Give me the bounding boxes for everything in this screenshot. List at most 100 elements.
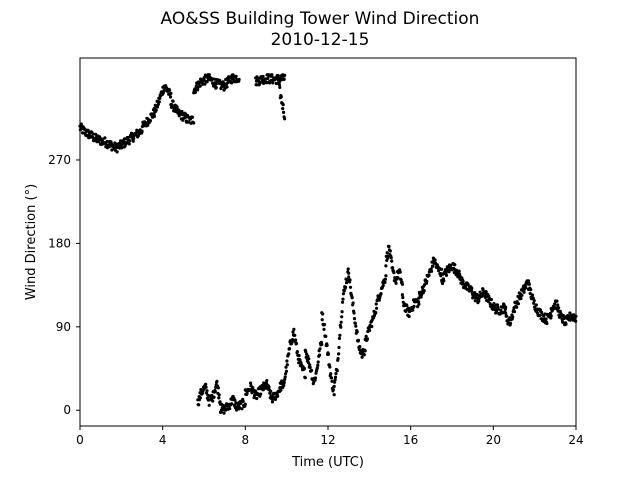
data-point xyxy=(383,277,387,281)
data-point xyxy=(212,395,216,399)
data-point xyxy=(470,286,474,290)
data-point xyxy=(283,117,287,121)
data-point xyxy=(337,345,341,350)
data-point xyxy=(196,88,200,92)
data-point xyxy=(91,132,95,136)
data-point xyxy=(534,303,538,307)
data-point xyxy=(91,135,95,139)
data-point xyxy=(306,354,310,358)
data-point xyxy=(532,299,536,303)
y-tick-label: 90 xyxy=(56,320,71,334)
data-point xyxy=(505,314,509,318)
data-point xyxy=(561,320,565,324)
data-point xyxy=(401,295,405,300)
data-point xyxy=(544,317,548,321)
data-point xyxy=(282,383,286,387)
data-point xyxy=(337,336,342,340)
data-point xyxy=(234,74,238,78)
data-point xyxy=(405,304,409,308)
data-point xyxy=(341,297,345,301)
data-point xyxy=(384,264,388,268)
data-point xyxy=(313,376,318,380)
data-point xyxy=(524,286,528,290)
data-point xyxy=(283,73,287,77)
data-point xyxy=(207,73,211,77)
data-point xyxy=(363,349,367,353)
data-point xyxy=(279,95,283,99)
data-point xyxy=(516,302,521,306)
y-tick-label: 270 xyxy=(48,153,71,167)
data-point xyxy=(333,375,338,379)
data-point xyxy=(355,330,359,334)
data-point xyxy=(330,379,334,383)
data-point xyxy=(512,310,517,314)
data-point xyxy=(214,85,218,90)
data-point xyxy=(251,386,255,390)
data-point xyxy=(284,365,288,369)
y-axis-label: Wind Direction (°) xyxy=(24,184,39,300)
data-point xyxy=(197,403,201,407)
data-point xyxy=(315,366,319,370)
data-point xyxy=(508,321,513,326)
data-point xyxy=(338,333,342,337)
data-point xyxy=(303,376,307,380)
data-point xyxy=(216,386,220,390)
data-point xyxy=(370,324,374,329)
data-point xyxy=(342,289,346,293)
data-point xyxy=(325,343,329,347)
data-point xyxy=(279,388,283,392)
data-point xyxy=(354,324,358,328)
data-point xyxy=(374,302,378,306)
data-point xyxy=(394,281,398,285)
x-tick-label: 20 xyxy=(486,433,501,447)
data-point xyxy=(294,338,298,342)
data-point xyxy=(453,263,457,267)
data-point xyxy=(154,108,158,112)
data-point xyxy=(211,399,215,403)
data-point xyxy=(447,270,451,274)
data-point xyxy=(350,296,354,300)
data-point xyxy=(183,115,187,120)
data-point xyxy=(254,79,259,83)
x-tick-label: 16 xyxy=(403,433,418,447)
data-point xyxy=(538,313,542,318)
data-point xyxy=(400,293,404,297)
data-point xyxy=(340,300,345,304)
data-point xyxy=(336,357,340,361)
data-point xyxy=(548,311,552,316)
data-point xyxy=(265,379,269,383)
data-point xyxy=(337,352,341,356)
data-point xyxy=(353,321,357,325)
data-point xyxy=(261,74,265,79)
data-point xyxy=(326,352,330,356)
data-point xyxy=(335,369,339,373)
data-point xyxy=(344,281,349,285)
x-tick-label: 0 xyxy=(76,433,84,447)
data-point xyxy=(245,391,249,396)
data-point xyxy=(553,302,557,306)
data-point xyxy=(556,303,560,307)
data-point xyxy=(190,115,194,119)
data-point xyxy=(473,291,477,295)
data-point xyxy=(329,372,333,376)
data-point xyxy=(270,400,275,404)
data-point xyxy=(496,307,500,311)
data-point xyxy=(127,142,131,146)
data-point xyxy=(322,323,327,327)
data-point xyxy=(205,80,209,84)
data-point xyxy=(430,269,434,273)
data-point xyxy=(203,82,207,86)
data-points xyxy=(78,73,578,415)
data-point xyxy=(262,81,266,85)
data-point xyxy=(318,347,322,351)
data-point xyxy=(198,84,202,88)
data-point xyxy=(170,103,174,107)
data-point xyxy=(351,301,355,305)
data-point xyxy=(356,338,361,342)
data-point xyxy=(293,333,297,337)
data-point xyxy=(540,310,544,314)
data-point xyxy=(374,311,378,315)
data-point xyxy=(515,305,519,309)
data-point xyxy=(433,258,437,262)
data-point xyxy=(375,306,379,310)
